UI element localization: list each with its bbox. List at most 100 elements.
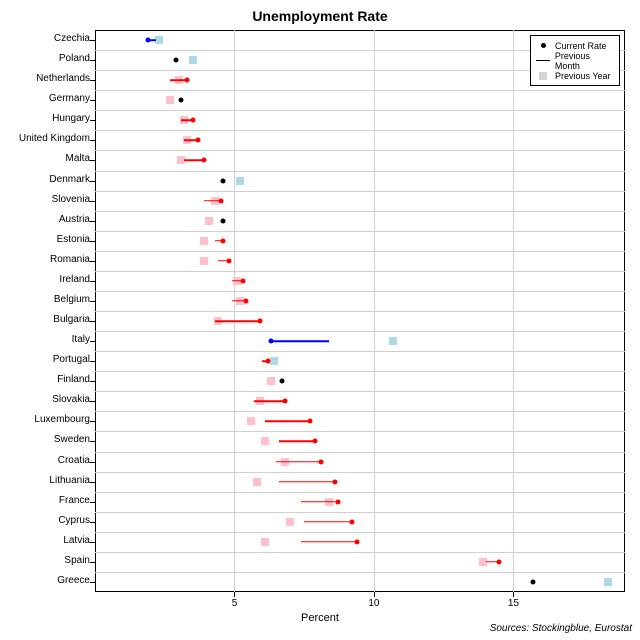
- gridline-h: [95, 171, 625, 172]
- current-rate-dot: [201, 158, 206, 163]
- prev-year-marker: [261, 538, 269, 546]
- gridline-h: [95, 110, 625, 111]
- legend-symbol: [533, 60, 553, 62]
- prev-year-marker: [253, 478, 261, 486]
- country-label: France: [0, 495, 90, 506]
- gridline-h: [95, 431, 625, 432]
- country-label: Luxembourg: [0, 414, 90, 425]
- month-change-line: [276, 461, 321, 463]
- y-tick: [90, 381, 95, 382]
- gridline-h: [95, 512, 625, 513]
- source-text: Sources: Stockingblue, Eurostat: [490, 623, 632, 634]
- legend-item: Previous Month: [533, 53, 617, 68]
- y-tick: [90, 462, 95, 463]
- prev-year-marker: [189, 56, 197, 64]
- y-tick: [90, 562, 95, 563]
- country-label: Slovakia: [0, 394, 90, 405]
- y-tick: [90, 281, 95, 282]
- month-change-line: [265, 421, 310, 423]
- x-tick-label: 5: [224, 598, 244, 609]
- y-tick: [90, 401, 95, 402]
- y-tick: [90, 120, 95, 121]
- axis-border: [95, 30, 625, 31]
- y-tick: [90, 321, 95, 322]
- x-tick: [234, 592, 235, 597]
- gridline-h: [95, 472, 625, 473]
- prev-year-marker: [389, 337, 397, 345]
- current-rate-dot: [313, 439, 318, 444]
- current-rate-dot: [265, 359, 270, 364]
- country-label: Hungary: [0, 113, 90, 124]
- country-label: Bulgaria: [0, 314, 90, 325]
- country-label: United Kingdom: [0, 133, 90, 144]
- gridline-h: [95, 492, 625, 493]
- current-rate-dot: [332, 479, 337, 484]
- current-rate-dot: [257, 319, 262, 324]
- x-tick: [374, 592, 375, 597]
- gridline-v: [234, 30, 235, 592]
- country-label: Austria: [0, 214, 90, 225]
- current-rate-dot: [179, 98, 184, 103]
- y-tick: [90, 140, 95, 141]
- country-label: Ireland: [0, 274, 90, 285]
- country-label: Finland: [0, 374, 90, 385]
- country-label: Estonia: [0, 234, 90, 245]
- x-tick: [513, 592, 514, 597]
- country-label: Greece: [0, 575, 90, 586]
- y-tick: [90, 502, 95, 503]
- gridline-h: [95, 452, 625, 453]
- current-rate-dot: [497, 559, 502, 564]
- prev-year-marker: [247, 417, 255, 425]
- country-label: Cyprus: [0, 515, 90, 526]
- month-change-line: [271, 340, 330, 342]
- gridline-h: [95, 211, 625, 212]
- country-label: Italy: [0, 334, 90, 345]
- legend-label: Current Rate: [553, 41, 607, 51]
- gridline-h: [95, 391, 625, 392]
- country-label: Latvia: [0, 535, 90, 546]
- month-change-line: [279, 481, 335, 483]
- x-tick-label: 15: [503, 598, 523, 609]
- country-label: Czechia: [0, 33, 90, 44]
- y-tick: [90, 301, 95, 302]
- current-rate-dot: [173, 58, 178, 63]
- y-tick: [90, 482, 95, 483]
- gridline-h: [95, 251, 625, 252]
- gridline-h: [95, 311, 625, 312]
- current-rate-dot: [190, 118, 195, 123]
- current-rate-dot: [282, 399, 287, 404]
- current-rate-dot: [221, 178, 226, 183]
- prev-year-marker: [236, 177, 244, 185]
- month-change-line: [254, 401, 285, 403]
- prev-year-marker: [166, 96, 174, 104]
- x-tick-label: 10: [364, 598, 384, 609]
- y-tick: [90, 60, 95, 61]
- current-rate-dot: [268, 339, 273, 344]
- y-tick: [90, 361, 95, 362]
- prev-year-marker: [286, 518, 294, 526]
- gridline-h: [95, 150, 625, 151]
- current-rate-dot: [349, 519, 354, 524]
- current-rate-dot: [146, 38, 151, 43]
- gridline-h: [95, 90, 625, 91]
- legend-item: Previous Year: [533, 68, 617, 83]
- y-tick: [90, 421, 95, 422]
- current-rate-dot: [307, 419, 312, 424]
- current-rate-dot: [530, 579, 535, 584]
- y-tick: [90, 582, 95, 583]
- chart-title: Unemployment Rate: [0, 8, 640, 24]
- current-rate-dot: [355, 539, 360, 544]
- plot-area: [95, 30, 625, 592]
- gridline-v: [513, 30, 514, 592]
- y-tick: [90, 100, 95, 101]
- gridline-h: [95, 231, 625, 232]
- prev-year-marker: [604, 578, 612, 586]
- country-label: Romania: [0, 254, 90, 265]
- country-label: Lithuania: [0, 475, 90, 486]
- y-tick: [90, 341, 95, 342]
- country-label: Denmark: [0, 174, 90, 185]
- current-rate-dot: [185, 78, 190, 83]
- country-label: Slovenia: [0, 194, 90, 205]
- prev-year-marker: [200, 257, 208, 265]
- country-label: Portugal: [0, 354, 90, 365]
